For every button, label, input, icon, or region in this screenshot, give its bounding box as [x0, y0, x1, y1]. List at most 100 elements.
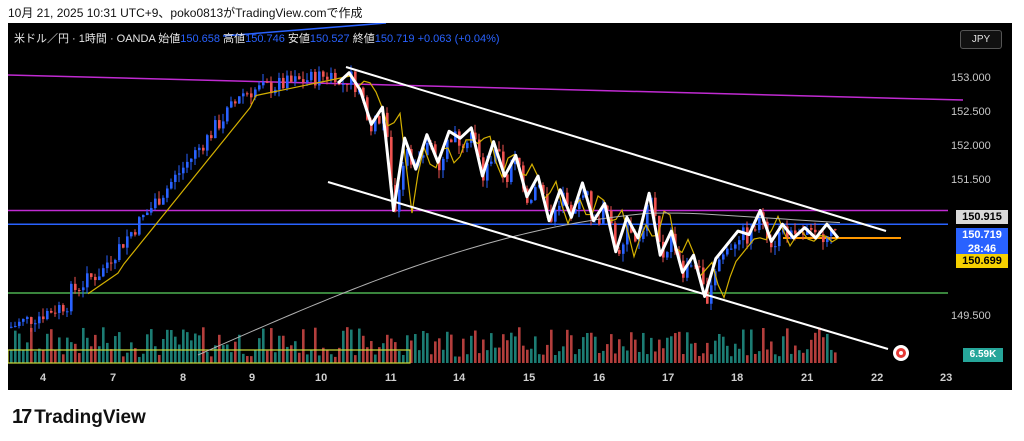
volume-bar [186, 332, 189, 363]
candle-body [26, 317, 29, 319]
candle-body [126, 236, 129, 248]
candle-body [54, 312, 57, 314]
candle-body [362, 87, 365, 98]
candle-body [166, 188, 169, 198]
volume-bar [702, 353, 705, 363]
volume-bar [486, 350, 489, 363]
volume-bar [466, 354, 469, 363]
x-tick-label: 17 [662, 372, 675, 384]
volume-bar [110, 349, 113, 363]
candle-body [778, 232, 781, 247]
candle-body [730, 248, 733, 250]
currency-button[interactable]: JPY [960, 30, 1002, 49]
candle-body [510, 164, 513, 182]
volume-bar [626, 350, 629, 363]
volume-bar [226, 344, 229, 363]
chart-area[interactable]: 米ドル／円 · 1時間 · OANDA 始値150.658 高値150.746 … [8, 23, 1012, 390]
volume-bar [594, 336, 597, 363]
volume-bar [454, 356, 457, 363]
volume-bar [802, 352, 805, 363]
volume-bar [574, 354, 577, 363]
volume-bar [470, 335, 473, 363]
candle-body [18, 321, 21, 326]
volume-bar [190, 340, 193, 363]
low-value: 150.527 [309, 33, 350, 45]
candle-body [86, 273, 89, 288]
candle-body [814, 229, 817, 233]
candle-body [546, 194, 549, 210]
candle-body [114, 260, 117, 264]
candle-body [710, 285, 713, 304]
volume-bar [658, 339, 661, 363]
volume-bar [78, 353, 81, 363]
volume-bar [382, 343, 385, 363]
volume-bar [518, 327, 521, 363]
volume-bar [126, 352, 129, 363]
candle-body [250, 93, 253, 98]
volume-bar [590, 332, 593, 363]
volume-bar [726, 345, 729, 363]
candle-body [566, 192, 569, 205]
volume-bar [414, 334, 417, 363]
volume-bar [526, 349, 529, 363]
candle-body [50, 310, 53, 313]
volume-bar [386, 334, 389, 363]
change-value: +0.063 (+0.04%) [417, 33, 500, 45]
ma-slow-line [197, 212, 841, 356]
candle-body [42, 316, 45, 320]
volume-bar [210, 356, 213, 363]
volume-bar [426, 333, 429, 363]
volume-bar [774, 354, 777, 363]
candle-body [378, 116, 381, 124]
close-label: 終値 [352, 33, 375, 45]
volume-bar [446, 331, 449, 363]
volume-bar [450, 334, 453, 363]
candle-body [434, 144, 437, 157]
volume-bar [206, 351, 209, 363]
volume-bar [90, 346, 93, 363]
candle-body [138, 217, 141, 235]
volume-bar [814, 332, 817, 363]
open-value: 150.658 [180, 33, 221, 45]
trendline-resistance [8, 74, 964, 101]
volume-bar [786, 328, 789, 363]
tv-logo-icon: 17 [12, 406, 32, 428]
candle-body [106, 262, 109, 269]
candle-body [94, 276, 97, 281]
candle-body [46, 310, 49, 320]
volume-bar [746, 355, 749, 363]
volume-bar [350, 329, 353, 363]
candle-body [534, 187, 537, 201]
candle-body [626, 225, 629, 245]
volume-bar [106, 342, 109, 363]
volume-bar [686, 332, 689, 363]
volume-bar [770, 341, 773, 363]
candle-body [506, 174, 509, 182]
candle-body [514, 157, 517, 165]
candle-body [582, 195, 585, 198]
volume-bar [750, 329, 753, 363]
volume-bar [322, 347, 325, 363]
candle-body [134, 232, 137, 235]
tradingview-logo[interactable]: 17 TradingView [12, 406, 146, 429]
volume-bar [50, 329, 53, 363]
volume-bar [150, 329, 153, 363]
candle-body [570, 204, 573, 214]
candle-body [70, 283, 73, 312]
candle-body [714, 271, 717, 286]
volume-bar [370, 341, 373, 363]
volume-bar [254, 350, 257, 363]
candle-body [346, 83, 349, 85]
volume-bar [738, 348, 741, 363]
y-tick-label: 151.500 [951, 174, 991, 186]
candle-body [62, 305, 65, 312]
candle-body [202, 147, 205, 151]
volume-bar [130, 342, 133, 363]
candle-body [738, 240, 741, 245]
x-tick-label: 18 [731, 372, 744, 384]
volume-tag: 6.59K [963, 348, 1003, 362]
volume-bar [542, 354, 545, 363]
volume-bar [362, 335, 365, 363]
candle-body [706, 284, 709, 304]
volume-bar [358, 328, 361, 363]
